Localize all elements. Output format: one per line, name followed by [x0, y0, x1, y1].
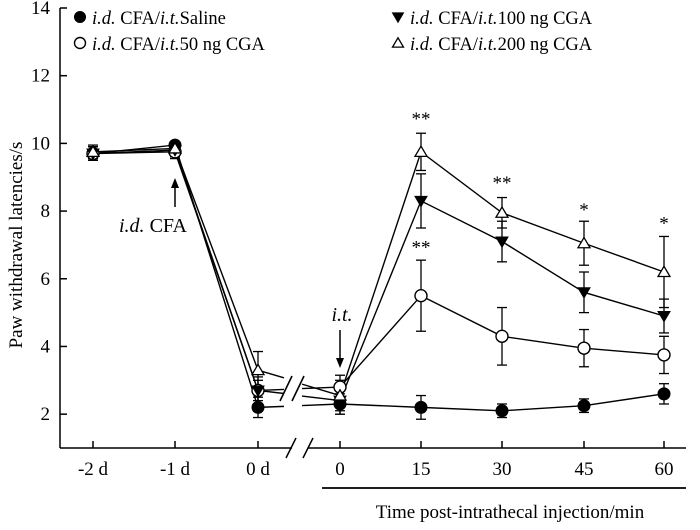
x-tick-label: 45	[575, 459, 594, 480]
series-line-break-stub	[301, 383, 341, 397]
y-tick-label: 6	[41, 269, 51, 290]
marker-filled-triangle	[577, 287, 591, 299]
data-break-mark	[279, 375, 293, 402]
marker-open-circle	[495, 329, 509, 344]
marker-filled-triangle	[251, 385, 265, 398]
marker-open-circle	[577, 341, 591, 355]
marker-filled-circle	[495, 404, 509, 418]
legend-entry: i.d. CFA/i.t.Saline	[74, 9, 226, 29]
marker-open-triangle	[250, 363, 266, 376]
series-group	[85, 132, 672, 420]
legend-entry: i.d. CFA/i.t.50 ng CGA	[73, 35, 266, 55]
marker-filled-circle	[577, 399, 591, 413]
significance-marker: *	[579, 200, 589, 221]
significance-marker: *	[659, 214, 669, 235]
marker-open-triangle	[413, 144, 429, 157]
y-axis-label: Paw withdrawal latencies/s	[6, 142, 27, 349]
legend-entry: i.d. CFA/i.t.200 ng CGA	[391, 35, 593, 55]
legend-label: i.d. CFA/i.t.100 ng CGA	[410, 9, 593, 29]
marker-filled-triangle	[495, 236, 509, 249]
marker-open-triangle	[332, 388, 348, 401]
legend-label: i.d. CFA/i.t.50 ng CGA	[92, 35, 266, 55]
marker-open-triangle	[494, 205, 510, 218]
markers-open-triangle-up	[85, 141, 672, 401]
y-tick-label: 2	[41, 404, 51, 425]
x-axis-label: Time post-intrathecal injection/min	[376, 502, 645, 523]
x-tick-label: 30	[493, 459, 512, 480]
y-tick-label: 8	[41, 201, 51, 222]
marker-open-triangle	[576, 236, 592, 249]
arrow-head	[336, 358, 344, 368]
legend-entry: i.d. CFA/i.t.100 ng CGA	[391, 9, 593, 29]
significance-marker: **	[412, 237, 431, 258]
data-break-mark	[291, 375, 305, 402]
annotation-it: i.t.	[331, 304, 352, 326]
significance-marker: **	[493, 173, 512, 194]
significance-marker: **	[412, 109, 431, 130]
arrow-head	[171, 178, 179, 188]
marker-open-triangle	[85, 144, 101, 157]
marker-filled-triangle	[657, 311, 671, 323]
marker-open-triangle	[167, 141, 183, 154]
marker-filled-circle	[74, 11, 86, 23]
marker-filled-circle	[251, 400, 265, 414]
marker-open-triangle	[391, 36, 405, 48]
marker-open-circle	[414, 288, 428, 303]
marker-open-triangle	[656, 265, 672, 278]
axes: 2 4 6 8 10 12 14 -2 d -1 d 0 d 0 15 30 45 60	[31, 0, 686, 489]
x-axis-break-mark	[302, 437, 314, 459]
marker-open-circle	[73, 36, 87, 50]
marker-filled-circle	[657, 387, 671, 401]
x-tick-label: 0 d	[246, 459, 270, 480]
x-tick-label: -2 d	[78, 459, 109, 480]
y-tick-label: 12	[31, 66, 50, 87]
x-axis-break-mark	[285, 437, 297, 459]
x-tick-label: 0	[335, 459, 345, 480]
x-tick-label: 60	[655, 459, 674, 480]
marker-filled-triangle	[391, 12, 405, 24]
marker-open-circle	[657, 348, 671, 362]
legend-label: i.d. CFA/i.t.Saline	[92, 9, 226, 29]
legend: i.d. CFA/i.t.Saline i.d. CFA/i.t.50 ng CG…	[73, 9, 593, 55]
annotation-cfa: i.d. CFA	[119, 215, 188, 237]
y-tick-label: 14	[31, 0, 51, 19]
y-tick-label: 4	[41, 336, 51, 357]
marker-filled-circle	[414, 400, 428, 414]
legend-label: i.d. CFA/i.t.200 ng CGA	[410, 35, 593, 55]
marker-filled-triangle	[414, 195, 428, 208]
y-tick-label: 10	[31, 133, 50, 154]
x-tick-label: -1 d	[160, 459, 191, 480]
x-tick-label: 15	[412, 459, 431, 480]
